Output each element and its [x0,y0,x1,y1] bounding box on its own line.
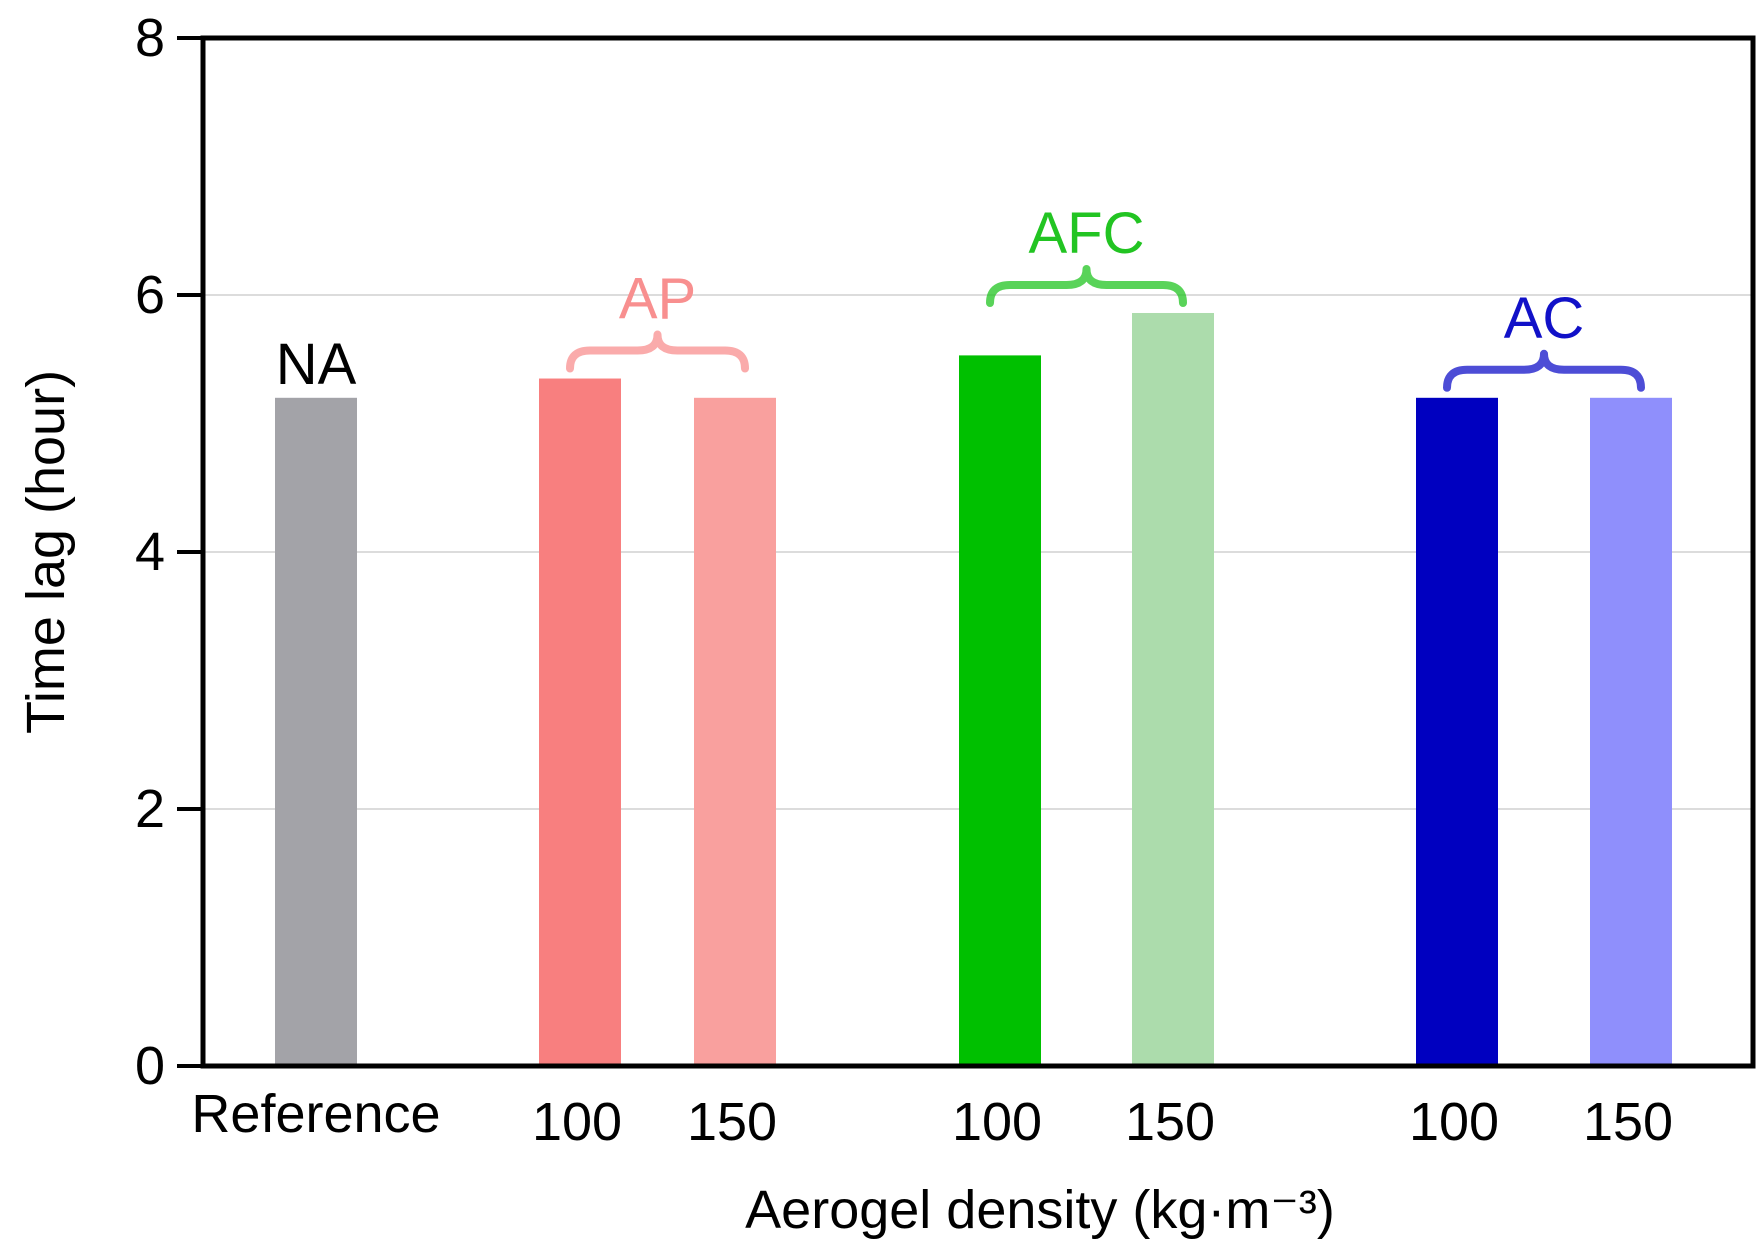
y-tick-label: 2 [135,779,165,839]
x-tick-label: 100 [952,1092,1042,1152]
bar-afc-150 [1132,312,1214,1066]
x-axis: Reference 100 150 100 150 100 150 [191,1084,1673,1152]
x-tick-label: 150 [1125,1092,1215,1152]
x-tick-label: 100 [532,1092,622,1152]
group-label-afc: AFC [1029,201,1145,266]
group-label-ap: AP [619,267,696,332]
y-tick-label: 8 [135,8,165,68]
bar-afc-100 [959,355,1041,1066]
bar-ac-150 [1590,397,1672,1066]
bar-ac-100 [1416,397,1498,1066]
bar-na-reference [275,397,357,1066]
y-tick-label: 6 [135,265,165,325]
x-tick-label: Reference [191,1084,440,1144]
y-tick-label: 0 [135,1036,165,1096]
x-tick-label: 150 [687,1092,777,1152]
bar-ap-100 [539,378,621,1066]
group-brace-ac [1443,349,1645,392]
y-axis: 0 2 4 6 8 [135,8,203,1096]
y-tick-label: 4 [135,522,165,582]
group-brace-afc [986,264,1187,307]
x-axis-title: Aerogel density (kg·m⁻³) [745,1180,1335,1240]
x-tick-label: 150 [1583,1092,1673,1152]
group-labels: NA AP AFC AC [276,201,1645,397]
x-tick-label: 100 [1409,1092,1499,1152]
group-label-ac: AC [1504,286,1585,351]
bar-ap-150 [694,397,776,1066]
bars [275,312,1672,1066]
group-brace-ap [566,330,749,373]
y-axis-title: Time lag (hour) [16,370,76,734]
group-label-na: NA [276,332,357,397]
